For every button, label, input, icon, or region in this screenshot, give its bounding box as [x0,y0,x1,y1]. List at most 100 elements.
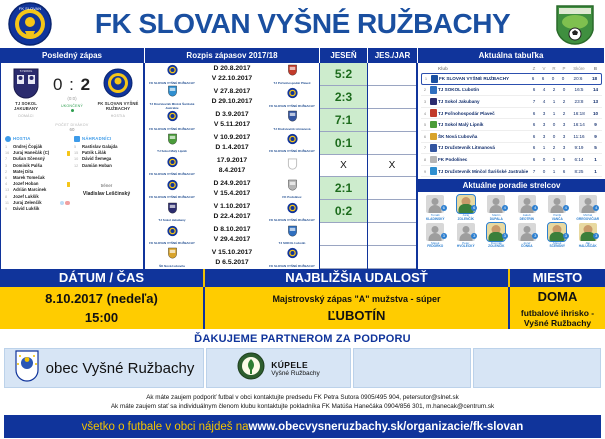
table-position: 3 [423,98,427,104]
partner-kupele[interactable]: KÚPELE Vyšné Ružbachy [206,348,351,388]
table-row[interactable]: 4 TJ Poľnohospodár Plaveč 6 3 1 2 16:18 10 [421,108,602,120]
scorer-first-name: Michal [583,213,593,218]
table-club-crest-icon [429,120,438,129]
website-bar[interactable]: všetko o futbale v obci nájdeš na www.ob… [4,415,601,438]
player-row[interactable]: 8 Jozef Lukšík [5,194,70,200]
player-row[interactable]: 1 Ondrej Čopják [5,144,70,150]
event-venue: DOMA futbalové ihrisko - Vyšné Ružbachy [510,287,605,329]
fixture-row[interactable]: FK SLOVAN VYŠNÉ RUŽBACHY 17.9.2017 8.4.201… [145,155,319,178]
partner-slot-4[interactable] [473,348,601,388]
table-club-name: TJ Poľnohospodár Plaveč [438,110,495,116]
fixture-home-name: FK SLOVAN VYŠNÉ RUŽBACHY [149,172,195,177]
player-row[interactable]: 9 Dávid Lukšík [5,206,70,212]
player-row[interactable]: 10 Dávid Šemega [74,156,139,162]
player-name: Juraj Hanečák (C) [13,150,50,156]
table-draws: 1 [552,110,556,116]
fixture-row[interactable]: FK SLOVAN VYŠNÉ RUŽBACHY D 8.10.2017 V 29.… [145,223,319,246]
fixture-away-name: TJ Družstevník Litmanová [273,126,311,131]
spring-scores-column: X [368,63,418,270]
attendance: POČET DIVÁKOV 60 [1,123,143,132]
fixture-home-team: FK SLOVAN VYŠNÉ RUŽBACHY [147,178,197,200]
fixture-row[interactable]: TJ Sokol Jakubany V 1.10.2017 D 22.4.2017 F… [145,200,319,223]
partner-obec[interactable]: obec Vyšné Ružbachy [4,348,204,388]
scorer-last-name: VANČA [551,216,563,221]
scorer-first-name: Marek [431,241,440,246]
player-row[interactable]: 5 Rastislav Galajda [74,144,139,150]
player-row[interactable]: 2 Matej Dita [5,169,70,175]
contact-line-1: Ak máte zaujem podporiť futbal v obci ko… [146,394,459,401]
scorer-first-name: Jozef [523,241,531,246]
yellow-card-icon [66,181,70,187]
subs-label: NÁHRADNÍCI [82,136,112,142]
table-row[interactable]: 7 TJ Družstevník Litmanová 6 1 2 3 9:19 5 [421,143,602,155]
scorer-item[interactable]: 4 Michal GREGOVIČIAR [573,195,602,221]
fixture-row[interactable]: FK SLOVAN VYŠNÉ RUŽBACHY D 24.9.2017 V 15.… [145,177,319,200]
fixture-away-team: TJ Poľnohospodár Plaveč [267,63,317,85]
event-col3-title: MIESTO [532,270,583,285]
scorers-row: 3 Marek FEDORKO 3 Peter HVOLECKÝ 3 Dominik ZOLEN… [420,222,603,249]
scorer-avatar [487,195,506,214]
match-score: 0 : 2 (0:0) UKONČENÝ [48,67,96,112]
scorer-item[interactable]: 3 Marek SČENSNÝ [543,222,572,249]
scorer-item[interactable]: 3 Marek FEDORKO [421,223,450,249]
fixture-row[interactable]: TJ Sokol Malý Lipník V 10.9.2017 D 1.4.201… [145,132,319,155]
table-losses: 2 [562,98,566,104]
scorer-item[interactable]: 3 Ján HALUŠČÁK [573,223,602,249]
website-url[interactable]: www.obecvysneruzbachy.sk/organizacie/fk-… [248,420,524,433]
scorer-item[interactable]: 3 Peter HVOLECKÝ [451,223,480,249]
player-row[interactable]: 6 Marek Tomečak [5,175,70,181]
player-row[interactable]: 4 Jozef Hoban [5,181,70,187]
scorer-item[interactable]: 3 Jozef ČONKA [512,223,541,249]
table-position: 5 [423,122,427,128]
scorer-avatar [426,195,445,214]
player-name: Jozef Lukšík [13,193,39,199]
table-row[interactable]: 5 TJ Sokol Malý Lipník 6 3 0 3 16:14 9 [421,119,602,131]
autumn-score-cell: 0:1 [320,131,367,155]
fixture-row[interactable]: FK SLOVAN VYŠNÉ RUŽBACHY D 20.8.2017 V 22.… [145,63,319,86]
table-row[interactable]: 6 ŠK Nová Ľubovňa 6 3 0 3 11:16 9 [421,131,602,143]
table-row[interactable]: 3 TJ Sokol Jakubany 7 4 1 2 23:8 13 [421,96,602,108]
fixture-home-name: TJ Družstevník Minčol Šarišské Jastrabie [149,101,195,110]
fixture-away-name: TJ Poľnohospodár Plaveč [273,80,311,85]
fixture-date-spring: D 1.4.2017 [215,144,249,152]
player-row[interactable]: 16 Juraj Hanečák (C) [5,150,70,156]
shirt-icon [5,135,11,142]
table-row[interactable]: 9 TJ Družstevník Minčol Šarišské Jastrabi… [421,166,602,178]
scorer-last-name: ČONKA [520,244,533,249]
scorer-item[interactable]: 3 Dominik ZOLENČÍK [482,222,511,249]
scorer-item[interactable]: 6 Juraj ZOLENČÍK [451,194,480,221]
event-description: Majstrovský zápas "A" mužstva - súper ĽU… [205,287,510,329]
autumn-score-cell: X [320,154,367,178]
scorer-goal-count: 4 [562,205,569,212]
scorer-goal-count: 3 [440,232,447,239]
partner-slot-3[interactable] [353,348,471,388]
scorer-item[interactable]: 4 Jakub DEOTRIN [512,195,541,221]
player-row[interactable]: 7 Dušan Sčensný [5,156,70,162]
scorer-item[interactable]: 4 Martin DUPALA [482,195,511,221]
table-row[interactable]: 2 TJ SOKOL Ľubotín 6 4 2 0 16:5 14 [421,85,602,97]
fixture-row[interactable]: TJ Družstevník Minčol Šarišské Jastrabie… [145,86,319,109]
fixture-row[interactable]: ŠK Nová Ľubovňa V 15.10.2017 D 6.5.2017 FK … [145,246,319,269]
table-losses: 3 [562,133,566,139]
scorer-item[interactable]: 6 Tomáš KLADINSKÝ [421,195,450,221]
scorer-item[interactable]: 4 Patrik VANČA [543,195,572,221]
table-points: 9 [594,122,597,128]
player-row[interactable]: 13 Adrián Marcinek [5,187,70,193]
main-content: TJ SOKOL TJ SOKOL JAKUBANY DOMÁCI 0 : 2 … [0,63,605,270]
player-number: 3 [5,163,8,168]
fixture-dates: D 8.10.2017 V 29.4.2017 [197,225,267,245]
table-played: 6 [532,145,536,151]
fixture-row[interactable]: FK SLOVAN VYŠNÉ RUŽBACHY D 3.9.2017 V 5.11… [145,109,319,132]
attendance-value: 60 [69,126,75,132]
scorer-goal-count: 6 [471,205,478,212]
table-goals: 16:5 [574,87,584,93]
player-row[interactable]: 3 Dominik Palša [5,163,70,169]
table-row[interactable]: 8 FK Podolínec 6 0 1 5 6:14 1 [421,154,602,166]
player-row[interactable]: 15 Patrik Lišák [74,150,139,156]
col-club: Klub [438,66,448,71]
fixture-date-autumn: 17.9.2017 [216,157,248,164]
table-row[interactable]: 1 FK SLOVAN VYŠNÉ RUŽBACHY 6 6 0 0 20:6 18 [421,73,602,85]
player-row[interactable]: 12 Damián Hoban [74,163,139,169]
player-row[interactable]: 11 Juraj Zelenčík [5,200,70,206]
